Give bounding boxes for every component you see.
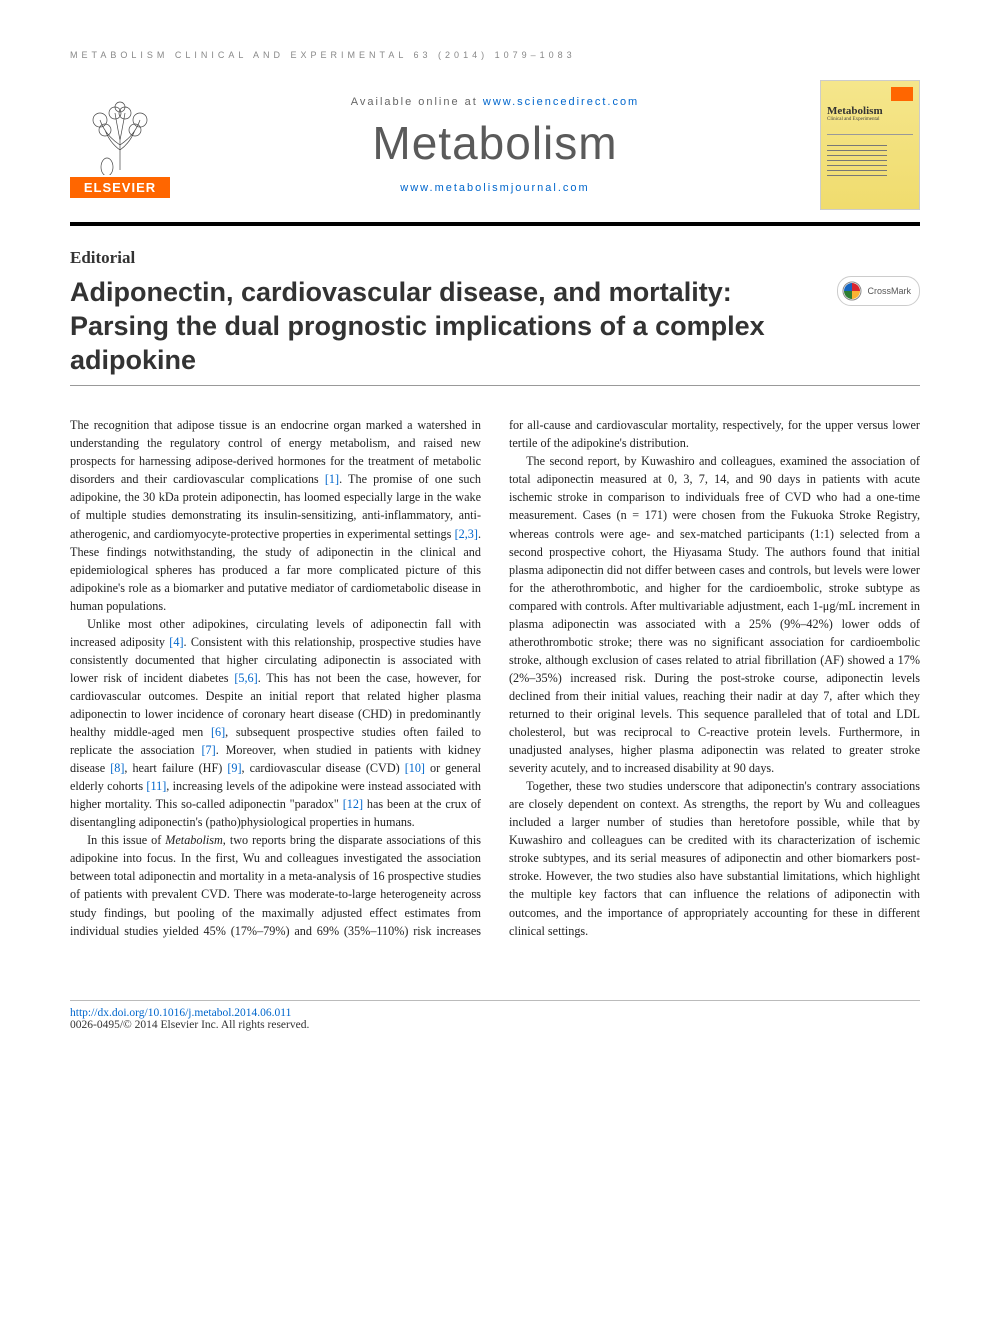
ref-link[interactable]: [6] bbox=[211, 725, 225, 739]
masthead: ELSEVIER Available online at www.science… bbox=[70, 80, 920, 226]
ref-link[interactable]: [10] bbox=[405, 761, 425, 775]
ref-link[interactable]: [1] bbox=[325, 472, 339, 486]
ref-link[interactable]: [8] bbox=[110, 761, 124, 775]
paragraph: The recognition that adipose tissue is a… bbox=[70, 416, 481, 615]
elsevier-tree-icon bbox=[70, 92, 170, 177]
crossmark-badge[interactable]: CrossMark bbox=[837, 276, 920, 306]
ref-link[interactable]: [12] bbox=[343, 797, 363, 811]
doi-link[interactable]: http://dx.doi.org/10.1016/j.metabol.2014… bbox=[70, 1007, 291, 1019]
crossmark-label: CrossMark bbox=[867, 286, 911, 296]
paragraph: Together, these two studies underscore t… bbox=[509, 777, 920, 939]
journal-homepage-link[interactable]: www.metabolismjournal.com bbox=[400, 182, 589, 194]
copyright-text: 0026-0495/© 2014 Elsevier Inc. All right… bbox=[70, 1019, 309, 1031]
journal-url: www.metabolismjournal.com bbox=[190, 182, 800, 194]
ref-link[interactable]: [5,6] bbox=[234, 671, 257, 685]
paragraph: The second report, by Kuwashiro and coll… bbox=[509, 452, 920, 777]
article-type: Editorial bbox=[70, 248, 920, 268]
ref-link[interactable]: [7] bbox=[201, 743, 215, 757]
article-body: The recognition that adipose tissue is a… bbox=[70, 416, 920, 939]
ref-link[interactable]: [4] bbox=[169, 635, 183, 649]
article-footer: http://dx.doi.org/10.1016/j.metabol.2014… bbox=[70, 1000, 920, 1031]
running-header: METABOLISM CLINICAL AND EXPERIMENTAL 63 … bbox=[70, 50, 920, 60]
paragraph: Unlike most other adipokines, circulatin… bbox=[70, 615, 481, 832]
journal-cover-thumbnail: Metabolism Clinical and Experimental bbox=[820, 80, 920, 210]
ref-link[interactable]: [2,3] bbox=[455, 527, 478, 541]
ref-link[interactable]: [9] bbox=[227, 761, 241, 775]
journal-name: Metabolism bbox=[190, 116, 800, 170]
title-rule bbox=[70, 385, 920, 386]
available-online: Available online at www.sciencedirect.co… bbox=[190, 96, 800, 108]
ref-link[interactable]: [11] bbox=[146, 779, 166, 793]
article-title: Adiponectin, cardiovascular disease, and… bbox=[70, 276, 817, 377]
sciencedirect-link[interactable]: www.sciencedirect.com bbox=[483, 96, 639, 108]
crossmark-icon bbox=[842, 281, 862, 301]
publisher-brand: ELSEVIER bbox=[70, 177, 170, 198]
publisher-logo: ELSEVIER bbox=[70, 92, 170, 198]
